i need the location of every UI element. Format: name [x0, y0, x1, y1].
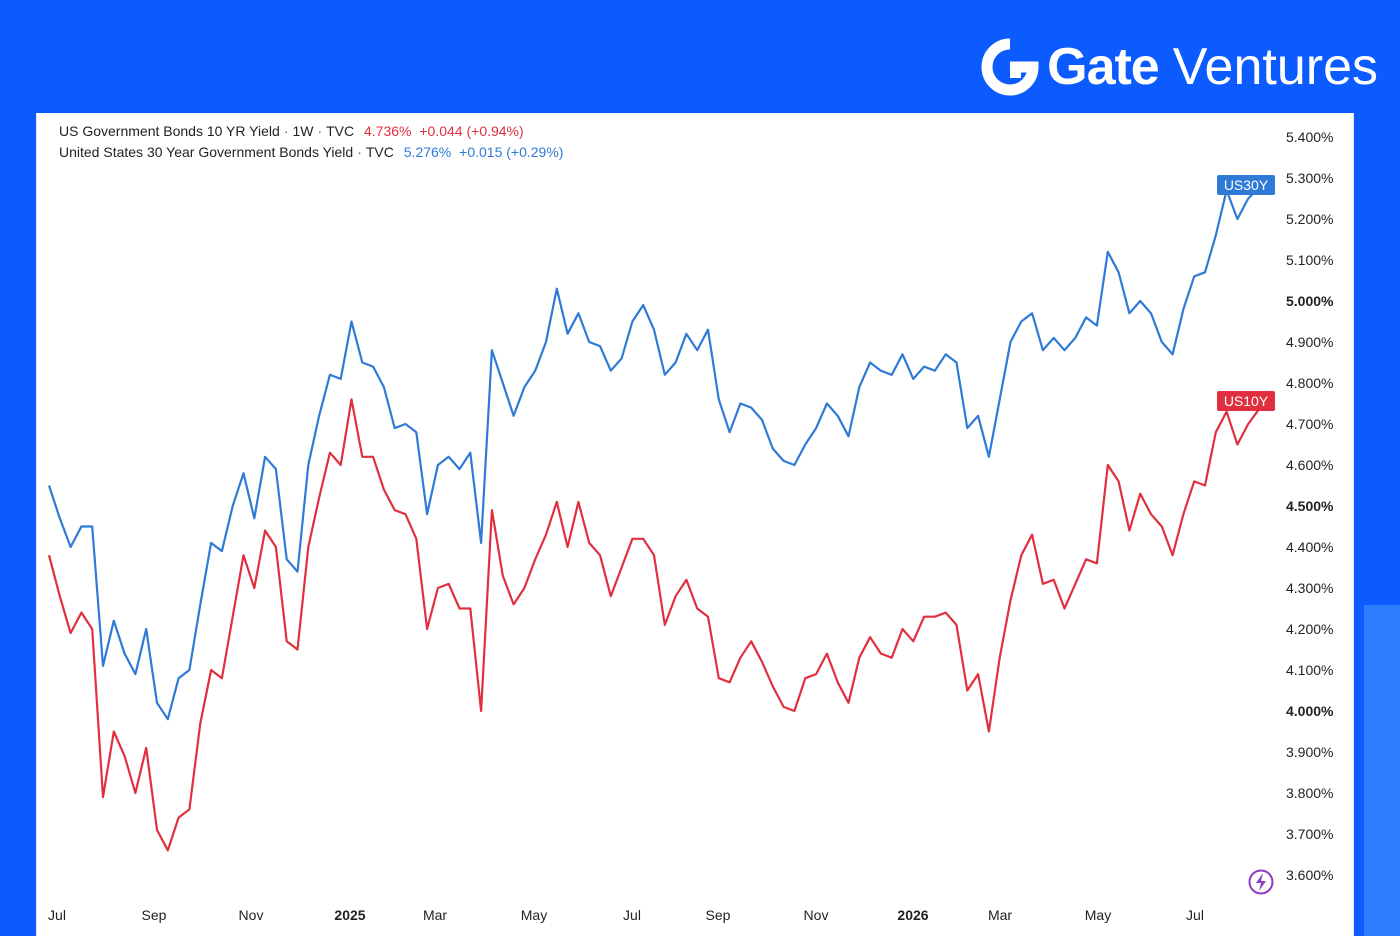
legend-separator: ·: [357, 144, 362, 160]
y-tick-label: 4.300%: [1286, 580, 1333, 596]
series-line-us30y: [47, 187, 1260, 721]
y-tick-label: 5.400%: [1286, 129, 1333, 145]
legend-name-us30y: United States 30 Year Government Bonds Y…: [59, 144, 354, 160]
x-tick-label: Jul: [623, 907, 641, 923]
y-tick-label: 5.100%: [1286, 252, 1333, 268]
x-tick-label: 2026: [897, 907, 928, 923]
legend-change-us10y: +0.044 (+0.94%): [419, 123, 524, 139]
y-tick-label: 3.900%: [1286, 744, 1333, 760]
legend-source-us30y: TVC: [365, 144, 394, 160]
legend-name-us10y: US Government Bonds 10 YR Yield: [59, 123, 280, 139]
brand-logo: Gate Ventures: [981, 38, 1378, 96]
svg-text:US10Y: US10Y: [1224, 393, 1269, 409]
legend-separator: ·: [283, 123, 289, 139]
decorative-strip: [1364, 605, 1400, 936]
y-tick-label: 4.600%: [1286, 457, 1333, 473]
legend-separator: ·: [317, 123, 323, 139]
y-tick-label: 3.800%: [1286, 785, 1333, 801]
legend-row-us10y: US Government Bonds 10 YR Yield · 1W · TVC 4…: [59, 121, 563, 142]
x-tick-label: Nov: [804, 907, 829, 923]
y-tick-label: 4.500%: [1286, 498, 1334, 514]
x-tick-label: Nov: [239, 907, 264, 923]
y-tick-label: 4.400%: [1286, 539, 1333, 555]
legend-value-us10y: 4.736%: [364, 123, 412, 139]
legend-value-us30y: 5.276%: [403, 144, 452, 160]
y-tick-label: 5.200%: [1286, 211, 1333, 227]
x-tick-label: Sep: [142, 907, 167, 923]
x-tick-label: May: [1085, 907, 1111, 923]
y-tick-label: 3.700%: [1286, 826, 1333, 842]
y-tick-label: 3.600%: [1286, 867, 1333, 883]
brand-name: Gate: [1047, 38, 1160, 96]
y-tick-label: 4.800%: [1286, 375, 1333, 391]
lightning-icon[interactable]: [1248, 869, 1274, 895]
x-tick-label: May: [521, 907, 547, 923]
series-tag-us30y: US30Y: [1217, 175, 1275, 195]
y-tick-label: 5.300%: [1286, 170, 1333, 186]
series-line-us10y: [47, 398, 1260, 852]
legend-interval-us10y: 1W: [292, 123, 314, 139]
y-tick-label: 4.000%: [1286, 703, 1334, 719]
svg-text:US30Y: US30Y: [1224, 177, 1269, 193]
y-tick-label: 4.700%: [1286, 416, 1333, 432]
brand-suffix: Ventures: [1172, 38, 1378, 96]
x-tick-label: Jul: [48, 907, 66, 923]
legend-change-us30y: +0.015 (+0.29%): [459, 144, 564, 160]
x-tick-label: Sep: [706, 907, 731, 923]
x-tick-label: 2025: [334, 907, 365, 923]
gate-logo-icon: [981, 38, 1039, 96]
x-tick-label: Mar: [988, 907, 1012, 923]
chart-panel: 5.400% 5.300% 5.200% 5.100% 5.000% 4.900% 4.80…: [36, 113, 1354, 936]
y-tick-label: 4.100%: [1286, 662, 1333, 678]
series-tag-us10y: US10Y: [1217, 391, 1275, 411]
legend-row-us30y: United States 30 Year Government Bonds Y…: [59, 142, 563, 163]
chart-legend: US Government Bonds 10 YR Yield · 1W · TVC 4…: [59, 121, 563, 163]
yield-chart: 5.400% 5.300% 5.200% 5.100% 5.000% 4.900% 4.80…: [47, 129, 1334, 923]
x-tick-label: Mar: [423, 907, 447, 923]
header: Gate Ventures: [0, 0, 1400, 113]
legend-source-us10y: TVC: [326, 123, 355, 139]
y-tick-label: 5.000%: [1286, 293, 1334, 309]
y-tick-label: 4.900%: [1286, 334, 1333, 350]
x-tick-label: Jul: [1186, 907, 1204, 923]
y-tick-label: 4.200%: [1286, 621, 1333, 637]
